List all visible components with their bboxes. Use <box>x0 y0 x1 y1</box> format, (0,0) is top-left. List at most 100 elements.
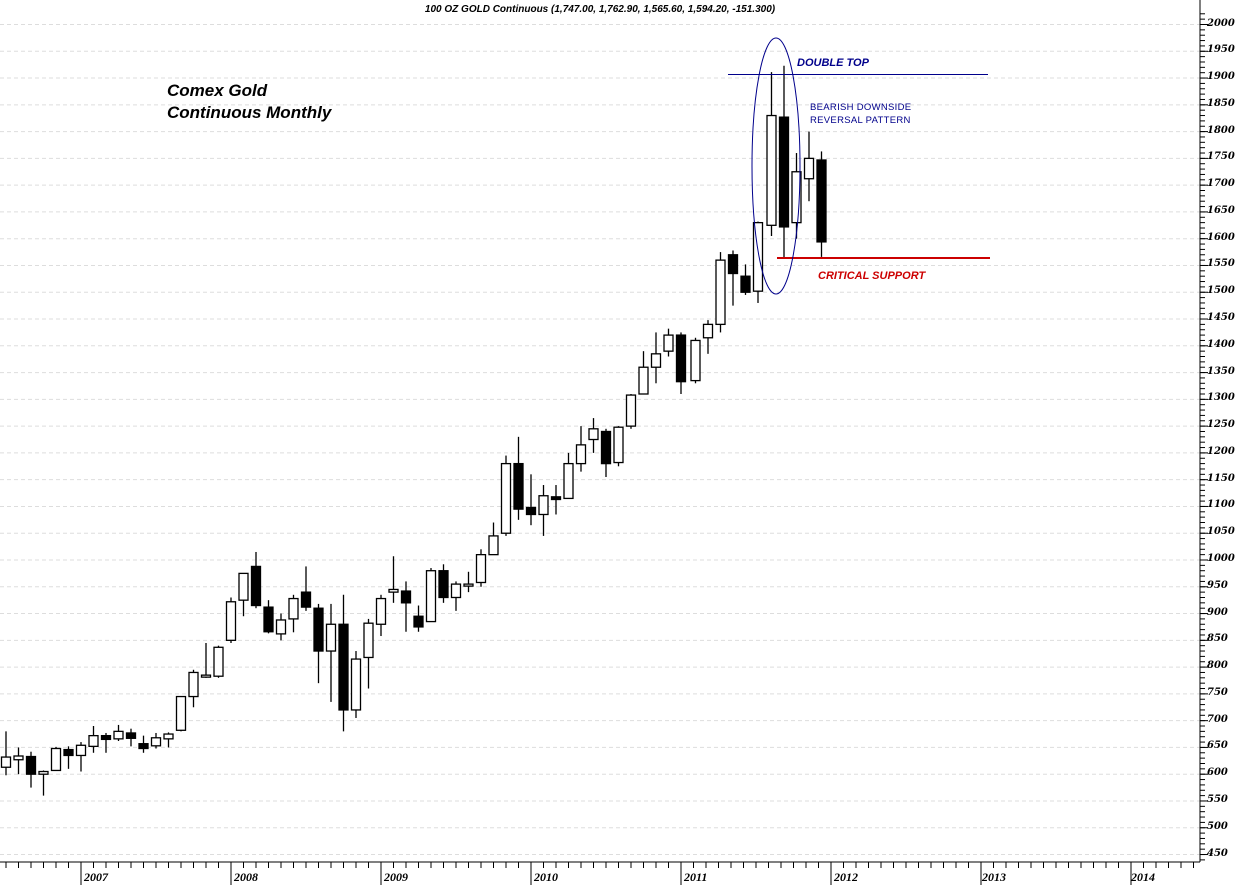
y-tick-label: 1550 <box>1207 258 1235 270</box>
candle <box>803 131 815 202</box>
candle <box>690 337 701 384</box>
candle <box>150 732 162 749</box>
candle <box>175 695 187 732</box>
candle <box>425 568 437 623</box>
y-tick-label: 650 <box>1207 740 1228 752</box>
candle <box>213 645 224 678</box>
y-tick-label: 1900 <box>1207 71 1235 83</box>
candle <box>513 436 524 520</box>
candle <box>113 724 124 741</box>
candle <box>463 571 474 593</box>
x-tick-label: 2007 <box>84 870 108 884</box>
y-tick-label: 1450 <box>1207 312 1235 324</box>
candle <box>740 264 751 295</box>
y-tick-label: 450 <box>1207 847 1228 859</box>
y-tick-label: 1050 <box>1207 526 1235 538</box>
candle <box>388 556 399 603</box>
candle <box>475 549 487 587</box>
double-top-label: DOUBLE TOP <box>797 57 869 69</box>
candle <box>500 455 512 536</box>
candle <box>715 252 726 333</box>
y-tick-label: 1150 <box>1207 472 1235 484</box>
bearish-reversal-line2: REVERSAL PATTERN <box>810 115 911 126</box>
candle <box>13 747 24 775</box>
y-tick-label: 1100 <box>1207 499 1235 511</box>
y-tick-label: 1500 <box>1207 285 1235 297</box>
candle <box>25 751 37 788</box>
candle <box>438 564 449 603</box>
candle <box>325 603 337 702</box>
annotation-overlays <box>728 37 990 295</box>
candle <box>413 605 424 632</box>
candle <box>663 328 674 357</box>
x-tick-label: 2011 <box>684 870 708 884</box>
axes <box>0 0 1208 885</box>
x-tick-label: 2014 <box>1131 870 1155 884</box>
candle <box>100 732 112 753</box>
y-tick-label: 950 <box>1207 579 1228 591</box>
y-tick-label: 1850 <box>1207 97 1235 109</box>
candle <box>550 485 562 515</box>
chart-label: Comex Gold Continuous Monthly <box>167 80 331 124</box>
candle <box>225 597 237 644</box>
candle <box>250 551 262 609</box>
y-tick-label: 700 <box>1207 713 1228 725</box>
candle <box>702 320 714 354</box>
y-tick-label: 1000 <box>1207 553 1235 564</box>
reversal-pattern-ellipse <box>751 37 801 295</box>
candle <box>600 428 612 477</box>
candle <box>300 566 312 611</box>
y-tick-label: 1400 <box>1207 338 1235 350</box>
chart-label-line2: Continuous Monthly <box>167 103 332 122</box>
candle <box>638 351 649 395</box>
y-tick-label: 1250 <box>1207 419 1235 431</box>
candle <box>778 65 790 258</box>
y-tick-label: 800 <box>1207 660 1228 672</box>
candle <box>88 726 99 753</box>
grid-lines <box>0 24 1200 856</box>
bearish-reversal-label: BEARISH DOWNSIDE REVERSAL PATTERN <box>810 101 911 127</box>
candles <box>0 65 827 796</box>
candle <box>625 393 637 429</box>
candle <box>0 731 12 776</box>
chart-title: 100 OZ GOLD Continuous (1,747.00, 1,762.… <box>424 4 776 15</box>
candle <box>125 728 137 747</box>
candle <box>791 153 802 239</box>
candle <box>363 618 374 689</box>
candle <box>313 603 324 684</box>
candle <box>450 581 462 611</box>
x-tick-label: 2009 <box>384 870 408 884</box>
y-tick-label: 750 <box>1207 686 1228 698</box>
candle <box>675 332 687 394</box>
candle <box>338 594 349 732</box>
y-tick-label: 1200 <box>1207 445 1235 457</box>
candle <box>613 426 624 467</box>
candle <box>75 742 87 772</box>
candle <box>50 746 62 772</box>
y-tick-label: 550 <box>1207 793 1228 805</box>
candle <box>752 221 764 303</box>
y-tick-label: 1950 <box>1207 44 1235 56</box>
candle <box>63 746 74 769</box>
candle <box>38 770 49 796</box>
y-tick-label: 1750 <box>1207 151 1235 163</box>
candle <box>727 250 739 306</box>
candle <box>263 600 274 634</box>
candle <box>288 594 299 633</box>
candle <box>200 643 212 678</box>
candle <box>163 732 174 748</box>
candle <box>488 522 499 556</box>
candle <box>816 151 827 257</box>
candle <box>563 452 574 500</box>
y-tick-label: 1600 <box>1207 231 1235 243</box>
candle <box>525 474 537 526</box>
candle <box>400 581 412 632</box>
y-tick-label: 1800 <box>1207 124 1235 136</box>
critical-support-label: CRITICAL SUPPORT <box>818 270 926 282</box>
y-tick-label: 1700 <box>1207 178 1235 190</box>
candle <box>238 572 249 617</box>
candle <box>350 651 362 718</box>
candle <box>138 735 149 753</box>
y-tick-label: 850 <box>1207 633 1228 645</box>
